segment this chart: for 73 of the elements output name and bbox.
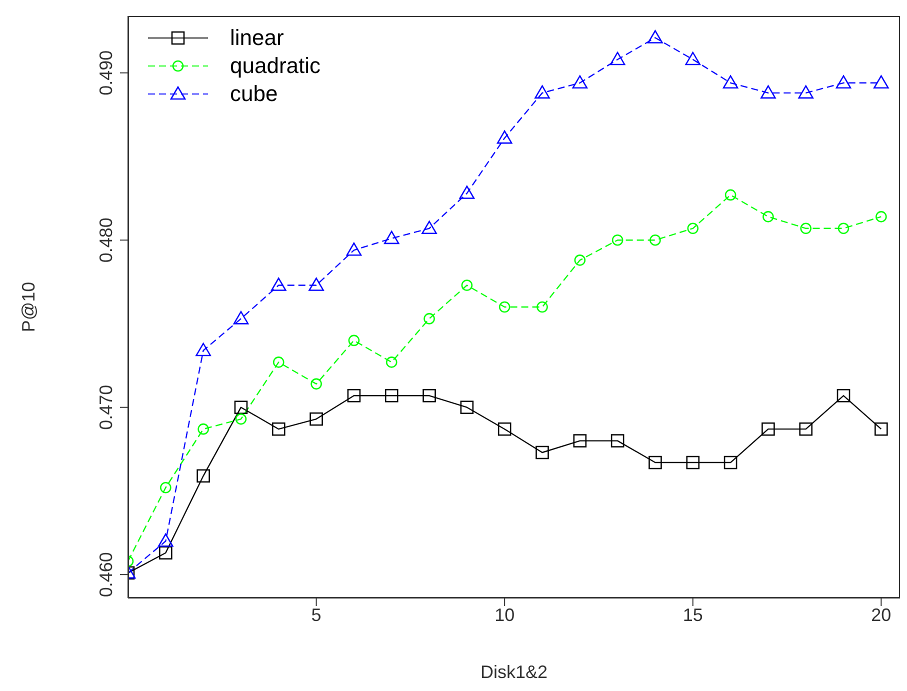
point	[760, 85, 776, 99]
point	[536, 446, 549, 460]
point	[724, 456, 738, 470]
point	[272, 422, 286, 436]
y-axis-title: P@10	[18, 282, 38, 332]
point	[534, 85, 550, 99]
point	[838, 222, 850, 234]
point	[610, 52, 626, 66]
point	[800, 222, 812, 234]
point	[648, 30, 663, 44]
point	[234, 400, 248, 414]
y-tick-label: 0.490	[96, 50, 116, 96]
point	[762, 422, 775, 436]
point	[461, 280, 473, 291]
point	[722, 75, 738, 89]
point	[685, 52, 701, 66]
point	[650, 234, 661, 246]
point	[496, 130, 512, 144]
point	[233, 311, 249, 324]
point	[347, 388, 361, 402]
point	[460, 400, 474, 414]
point	[346, 242, 362, 256]
point	[196, 469, 210, 483]
point	[687, 222, 699, 234]
point	[196, 342, 211, 356]
point	[498, 422, 512, 436]
point	[384, 230, 400, 244]
point	[798, 85, 814, 99]
x-tick-label: 5	[311, 604, 322, 625]
point	[158, 533, 174, 547]
point	[310, 378, 322, 390]
point	[159, 546, 172, 560]
point	[160, 482, 172, 494]
point	[459, 186, 475, 199]
point	[424, 313, 435, 324]
point	[498, 301, 510, 313]
point	[422, 220, 437, 234]
x-axis-title: Disk1&2	[480, 662, 548, 682]
point	[610, 434, 624, 448]
point	[836, 75, 852, 89]
point	[572, 75, 588, 89]
point	[648, 456, 662, 470]
legend-label: linear	[230, 25, 284, 51]
point	[536, 301, 548, 313]
y-tick-label: 0.470	[96, 384, 116, 430]
legend-label: quadratic	[230, 53, 321, 79]
point	[874, 75, 889, 89]
point	[612, 234, 624, 246]
point	[348, 334, 360, 346]
legend-label: cube	[230, 81, 278, 107]
point	[874, 422, 888, 436]
y-tick-label: 0.460	[96, 552, 116, 598]
point	[574, 254, 586, 266]
y-tick-label: 0.480	[96, 218, 116, 263]
point	[272, 356, 284, 368]
point	[270, 278, 286, 291]
x-tick-label: 15	[682, 604, 703, 625]
point	[386, 356, 398, 368]
point	[422, 388, 436, 402]
point	[235, 413, 247, 425]
point	[310, 412, 323, 426]
point	[308, 278, 324, 291]
point	[799, 422, 813, 436]
x-tick-label: 10	[494, 604, 515, 625]
point	[762, 211, 774, 222]
point	[724, 189, 736, 201]
point	[876, 211, 887, 222]
point	[573, 434, 587, 448]
point	[198, 423, 209, 435]
point	[384, 388, 398, 402]
x-tick-label: 20	[871, 604, 892, 625]
point	[686, 456, 700, 470]
point	[836, 388, 850, 402]
